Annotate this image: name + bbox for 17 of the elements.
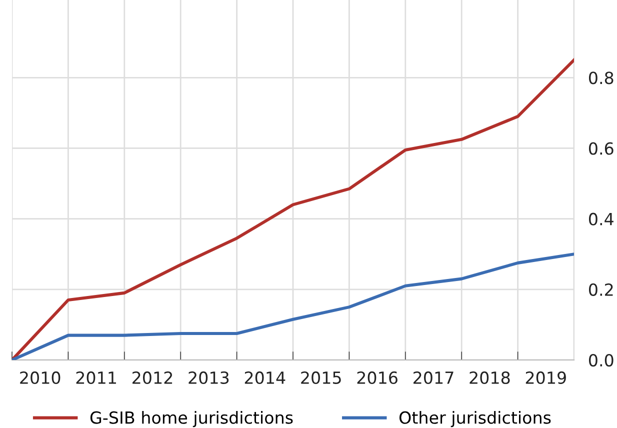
y-tick-label: 0.6 [588,142,614,155]
y-tick-label: 0.2 [588,283,613,296]
x-tick-label: 2017 [414,371,454,384]
legend-label: Other jurisdictions [399,411,551,428]
y-tick-label: 0.0 [588,354,614,367]
x-tick-label: 2012 [132,371,172,384]
y-tick-label: 0.4 [588,212,614,226]
x-tick-label: 2019 [526,371,566,384]
x-tick-label: 2015 [301,371,341,384]
x-tick-label: 2013 [188,371,229,384]
x-tick-label: 2010 [20,371,60,384]
x-tick-label: 2011 [76,371,116,384]
x-tick-label: 2016 [357,371,398,384]
y-tick-label: 0.8 [588,72,614,84]
x-tick-label: 2014 [244,371,286,384]
x-tick-label: 2018 [470,371,510,384]
legend-label: G-SIB home jurisdictions [90,411,293,428]
